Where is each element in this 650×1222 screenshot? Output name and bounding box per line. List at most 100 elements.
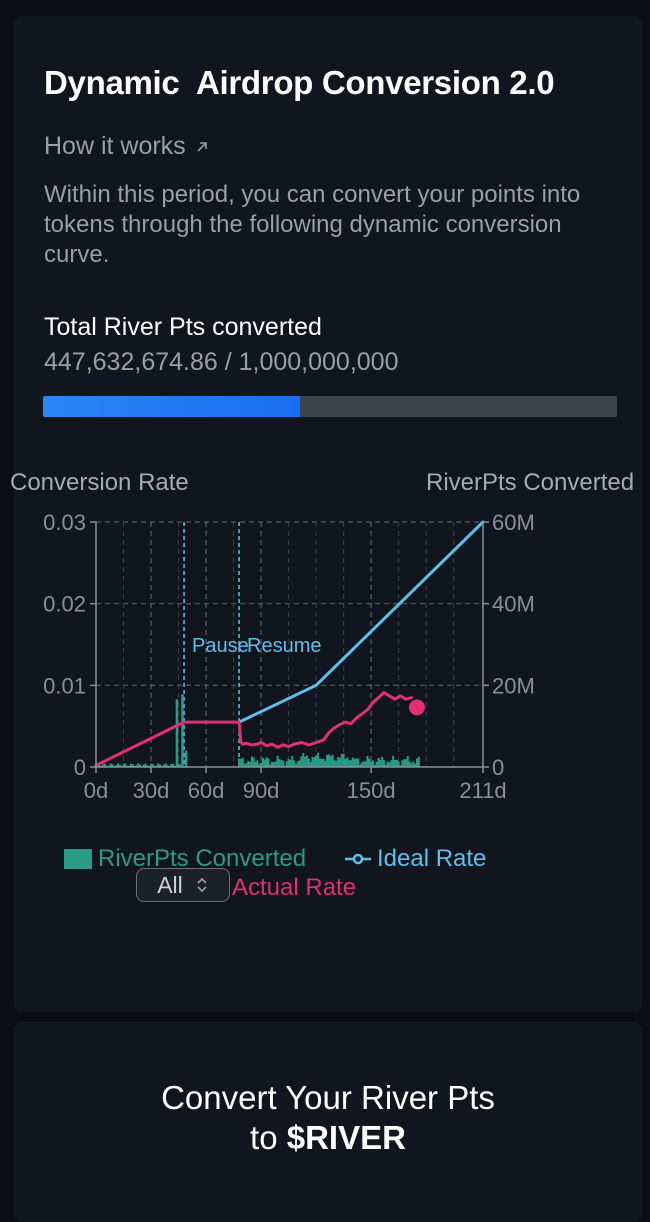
volume-bar [386, 761, 389, 767]
volume-bar [415, 758, 418, 767]
volume-bar [247, 760, 250, 767]
volume-bar [271, 761, 274, 767]
volume-bar [164, 763, 167, 767]
volume-bar [324, 760, 327, 767]
volume-bar [289, 759, 292, 767]
right-axis-title: RiverPts Converted [426, 469, 634, 496]
actual-rate-line [94, 691, 413, 767]
actual-rate-current-dot [408, 699, 425, 716]
convert-heading-line1: Convert Your River Pts [161, 1079, 495, 1116]
volume-bar [102, 764, 105, 767]
volume-bar [333, 760, 336, 767]
volume-bar [137, 763, 140, 767]
y-left-tick-label: 0.01 [43, 673, 86, 698]
y-right-tick-label: 40M [492, 592, 535, 617]
volume-bar [357, 758, 360, 767]
volume-bar [414, 763, 417, 767]
legend-ideal-label: Ideal Rate [377, 845, 487, 872]
volume-bar [146, 765, 149, 767]
range-select-value: All [157, 871, 183, 898]
volume-bar [388, 762, 391, 767]
volume-bar [311, 756, 314, 767]
volume-bar [144, 763, 147, 767]
volume-bar [243, 763, 246, 767]
volume-bar [337, 756, 340, 767]
volume-bar [179, 764, 182, 767]
volume-bar [304, 756, 307, 767]
y-right-tick-label: 20M [492, 673, 535, 698]
volume-bar [294, 763, 297, 767]
volume-bar [410, 763, 413, 767]
volume-bar [393, 759, 396, 767]
volume-bar [269, 764, 272, 767]
volume-bar [417, 756, 420, 767]
conversion-chart[interactable]: 0 0.01 0.02 0.03 0 20M 40M 60M 0d 30d 60d 90d 150d 21… [0, 460, 650, 835]
legend-bars-label: RiverPts Converted [98, 845, 307, 872]
range-select[interactable]: All [136, 868, 230, 902]
how-it-works-label: How it works [44, 132, 186, 160]
x-tick-label: 211d [459, 778, 506, 803]
progress-bar [43, 396, 617, 417]
volume-bar [238, 758, 241, 767]
volume-bar [111, 764, 114, 767]
volume-bar [315, 755, 318, 767]
volume-bar [360, 762, 363, 767]
volume-bar [381, 756, 384, 767]
x-tick-label: 90d [243, 778, 280, 803]
volume-bar [346, 757, 349, 767]
volume-bar [118, 764, 121, 767]
volume-bar [307, 758, 310, 767]
volume-bar [261, 757, 264, 767]
volume-bar [384, 764, 387, 767]
volume-bar [309, 761, 312, 767]
arrow-up-right-icon [197, 141, 207, 152]
volume-bar [406, 756, 409, 767]
chevron-up-down-icon [197, 877, 207, 893]
volume-bar [117, 763, 120, 767]
legend-actual-rate[interactable]: Actual Rate [232, 874, 356, 902]
conversion-card [14, 16, 642, 1012]
volume-bar [239, 758, 242, 767]
x-tick-label: 0d [84, 778, 108, 803]
volume-bar [109, 763, 112, 767]
page-title: Dynamic Airdrop Conversion 2.0 [44, 64, 555, 101]
volume-bar [245, 763, 248, 767]
description: Within this period, you can convert your… [44, 181, 581, 268]
token-symbol: $RIVER [286, 1119, 406, 1156]
volume-bar [349, 760, 352, 767]
volume-bar [340, 753, 343, 767]
volume-bar [327, 754, 330, 767]
volume-bar [258, 764, 261, 767]
volume-bar [302, 753, 305, 767]
volume-bar [404, 759, 407, 767]
volume-bar [377, 757, 380, 767]
volume-bar [124, 763, 127, 767]
volume-bar [313, 757, 316, 767]
volume-bar [129, 763, 132, 767]
volume-bar [370, 761, 373, 767]
volume-bar [344, 758, 347, 767]
volume-bar [285, 761, 288, 767]
legend-riverpts-converted[interactable]: RiverPts Converted [64, 845, 306, 873]
volume-bar [338, 758, 341, 767]
annotation-label: Resume [247, 635, 321, 657]
volume-bar [375, 761, 378, 767]
volume-bar [263, 759, 266, 767]
volume-bar [364, 761, 367, 767]
volume-bar [296, 761, 299, 767]
volume-bar [283, 765, 286, 767]
volume-bar [329, 756, 332, 767]
convert-heading-line2: to $RIVER [14, 1118, 642, 1158]
volume-bar [305, 755, 308, 767]
volume-bar [177, 763, 180, 767]
line-marker-icon [345, 853, 371, 865]
volume-bar [362, 761, 365, 767]
volume-bar [390, 760, 393, 767]
x-tick-label: 150d [347, 778, 396, 803]
how-it-works-link[interactable]: How it works [44, 132, 210, 161]
volume-bar-spike [175, 699, 179, 767]
convert-card [14, 1022, 642, 1222]
volume-bar [274, 761, 277, 767]
volume-bar [300, 756, 303, 767]
legend-ideal-rate[interactable]: Ideal Rate [345, 845, 486, 873]
